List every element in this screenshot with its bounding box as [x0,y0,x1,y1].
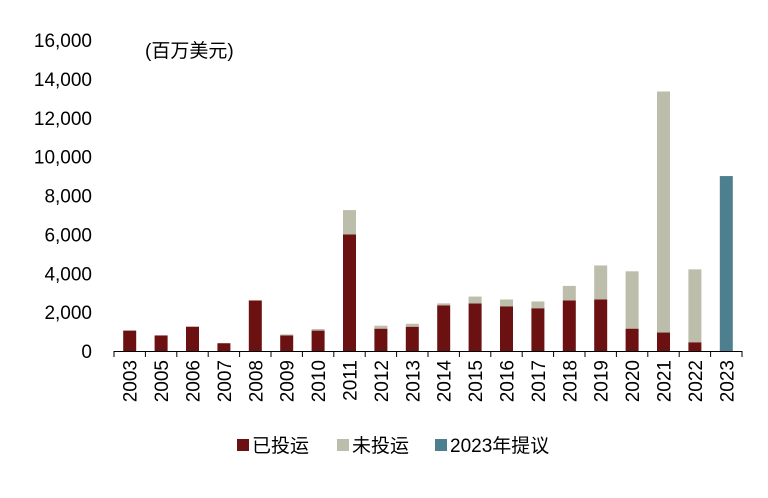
x-tick-label: 2018 [560,360,581,402]
x-tick-label: 2009 [278,360,299,402]
bar-segment [594,265,608,300]
bar-segment [374,328,388,351]
bar-segment [562,300,576,351]
bar-segment [280,334,294,336]
bar-segment [500,299,513,307]
bar-segment [688,342,702,351]
bar-segment [719,176,733,351]
bar-segment [468,303,482,351]
legend: 已投运 未投运 2023年提议 [237,435,549,457]
bars-group [123,91,733,351]
bar-segment [311,330,325,351]
legend-label: 已投运 [252,435,309,457]
bar-segment [625,328,639,351]
x-tick-label: 2015 [466,360,487,402]
bar-segment [468,296,482,304]
x-tick-label: 2008 [246,360,267,402]
x-axis-ticks: 2003 2005 2006 2007 2008 2009 2010 2011 2012 2013… [113,351,743,403]
y-tick-label: 10,000 [34,148,92,169]
x-tick-label: 2016 [498,360,519,402]
bar-segment [562,285,576,301]
y-tick-label: 2,000 [44,303,92,324]
bar-segment [437,305,451,351]
bar-segment [405,323,419,327]
bar-segment [657,332,670,351]
x-tick-label: 2012 [372,360,393,402]
x-tick-label: 2017 [529,360,550,402]
y-tick-label: 16,000 [34,31,92,52]
bar-segment [154,335,168,351]
legend-swatch [435,439,447,451]
x-tick-label: 2003 [121,360,142,402]
legend-swatch [337,439,349,451]
bar-segment [280,335,294,351]
bar-segment [594,299,608,351]
bar-segment [343,210,356,235]
x-tick-label: 2011 [341,360,362,401]
legend-item: 未投运 [337,435,409,457]
bar-segment [657,91,670,333]
bar-segment [248,300,262,351]
legend-item: 已投运 [237,435,309,457]
x-tick-label: 2021 [655,360,676,402]
x-tick-label: 2007 [215,360,236,402]
x-tick-label: 2023 [717,360,738,402]
y-axis-ticks: 0 2,000 4,000 6,000 8,000 10,000 12,000 14,000 1… [34,31,92,363]
y-tick-label: 12,000 [34,109,92,130]
bar-segment [343,234,356,351]
x-tick-label: 2019 [592,360,613,402]
x-tick-label: 2022 [686,360,707,402]
bar-segment [123,330,137,351]
bar-segment [531,301,545,309]
legend-swatch [237,439,249,451]
legend-item: 2023年提议 [435,435,549,457]
y-tick-label: 0 [81,342,92,363]
bar-segment [311,329,325,331]
y-tick-label: 4,000 [44,264,92,285]
bar-segment [625,271,639,329]
x-tick-label: 2013 [403,360,424,402]
bar-segment [531,308,545,351]
bar-segment [374,325,388,329]
bar-segment [186,326,199,351]
y-tick-label: 14,000 [34,70,92,91]
unit-label: (百万美元) [145,40,234,62]
x-tick-label: 2005 [152,360,173,402]
bar-segment [405,326,419,351]
bar-segment [437,303,451,306]
bar-segment [688,269,702,343]
x-tick-label: 2010 [309,360,330,402]
x-tick-label: 2014 [435,360,456,403]
legend-label: 2023年提议 [450,435,549,457]
x-tick-label: 2020 [623,360,644,402]
bar-segment [500,306,513,351]
bar-segment [217,343,231,351]
y-tick-label: 8,000 [44,187,92,208]
legend-label: 未投运 [352,435,409,457]
x-tick-label: 2006 [184,360,205,402]
y-tick-label: 6,000 [44,225,92,246]
